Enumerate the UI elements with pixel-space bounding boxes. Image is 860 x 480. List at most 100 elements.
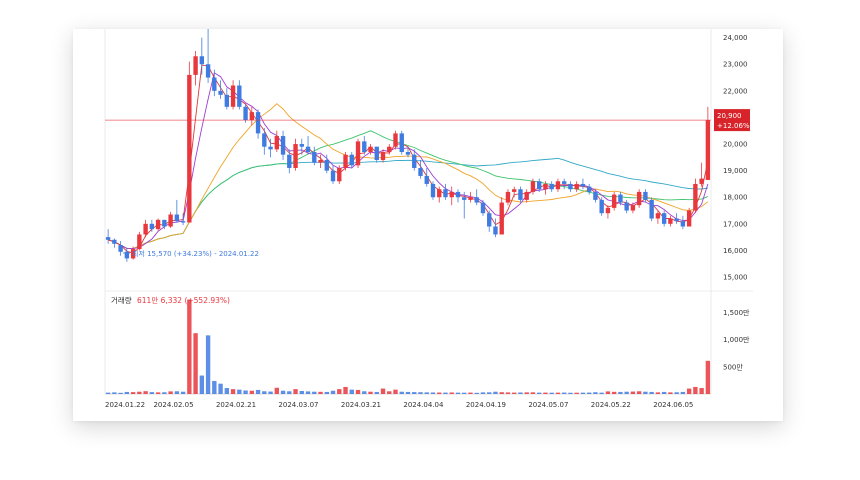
volume-bar xyxy=(524,392,529,394)
candle xyxy=(580,178,586,190)
candle xyxy=(493,218,498,238)
volume-bar xyxy=(624,391,629,394)
candle xyxy=(224,88,230,110)
volume-bar xyxy=(105,392,111,394)
candle xyxy=(268,138,273,158)
candle-body xyxy=(337,167,342,182)
volume-bar xyxy=(412,392,417,394)
volume-bar xyxy=(293,389,298,394)
candle xyxy=(561,178,567,190)
candle-body xyxy=(693,183,698,211)
candle xyxy=(218,80,223,99)
candle xyxy=(524,189,529,203)
volume-bar xyxy=(586,392,592,394)
stock-chart: 24,00023,00022,00021,00020,00019,00018,0… xyxy=(104,29,753,409)
candle-body xyxy=(412,154,417,168)
candle xyxy=(443,183,448,200)
volume-bar xyxy=(430,392,436,394)
candle-body xyxy=(643,191,648,200)
volume-tick-label: 1,500만 xyxy=(723,308,750,317)
volume-bar xyxy=(405,391,411,394)
volume-bar xyxy=(462,392,467,394)
candle xyxy=(368,144,373,155)
candle-body xyxy=(312,152,317,163)
candle-body xyxy=(437,189,442,198)
candle-body xyxy=(280,136,286,155)
volume-bar xyxy=(549,392,554,394)
x-tick-label: 2024.05.07 xyxy=(528,401,568,409)
candle-body xyxy=(655,213,661,219)
candle xyxy=(330,165,336,184)
volume-bar xyxy=(374,391,379,394)
volume-bar xyxy=(555,392,561,394)
candle-body xyxy=(299,144,304,147)
ma120-line xyxy=(107,130,709,250)
candle xyxy=(530,178,536,195)
candle xyxy=(349,152,354,168)
candle-body xyxy=(611,194,617,208)
candle-body xyxy=(187,74,192,223)
current-price-badge: 20,900 +12.06% xyxy=(714,109,750,132)
volume-bar xyxy=(143,391,148,394)
candle-body xyxy=(243,106,248,121)
volume-bar xyxy=(168,391,173,394)
volume-bar xyxy=(268,391,273,394)
volume-bar xyxy=(543,392,548,394)
candle-body xyxy=(661,213,667,224)
y-tick-label: 17,000 xyxy=(723,220,748,228)
volume-bar xyxy=(636,391,642,394)
candle-body xyxy=(493,226,498,235)
candle-body xyxy=(355,141,361,166)
candle xyxy=(549,181,554,192)
volume-bar xyxy=(418,392,423,394)
candle-body xyxy=(193,56,198,75)
candle-body xyxy=(449,191,454,198)
candle-body xyxy=(143,223,148,235)
volume-bar xyxy=(305,391,311,394)
candle-body xyxy=(418,167,423,176)
candle-body xyxy=(380,152,386,160)
candle xyxy=(212,69,217,97)
candle xyxy=(693,178,698,214)
candle-body xyxy=(205,64,211,78)
candle-body xyxy=(162,219,167,227)
volume-bar xyxy=(655,392,661,394)
candle-body xyxy=(424,175,429,184)
candle xyxy=(105,229,111,244)
candle-body xyxy=(574,183,579,190)
candle xyxy=(374,146,379,163)
volume-bar xyxy=(262,391,267,394)
candle-body xyxy=(274,136,279,150)
volume-bar xyxy=(686,388,692,394)
candle-body xyxy=(399,133,404,153)
candle-body xyxy=(174,214,180,222)
volume-bar xyxy=(243,390,248,394)
candle-body xyxy=(262,133,267,147)
candle xyxy=(274,130,279,153)
candle xyxy=(630,202,636,214)
volume-bar xyxy=(224,388,230,394)
volume-bar xyxy=(337,389,342,394)
x-tick-label: 2024.04.04 xyxy=(403,401,444,409)
volume-bar xyxy=(249,390,255,394)
candle-body xyxy=(124,251,130,259)
volume-bar xyxy=(599,392,604,394)
candle-body xyxy=(686,210,692,227)
candle-body xyxy=(593,191,598,200)
candle xyxy=(362,136,367,155)
candle xyxy=(393,130,398,150)
volume-bar xyxy=(180,391,186,394)
volume-bar xyxy=(643,391,648,394)
volume-bar xyxy=(330,390,336,394)
volume-bar xyxy=(118,392,123,394)
volume-bar xyxy=(312,391,317,394)
x-tick-label: 2024.01.22 xyxy=(105,401,145,409)
candle-body xyxy=(480,202,486,214)
volume-bar xyxy=(568,392,573,394)
volume-bar xyxy=(605,391,611,394)
candle-body xyxy=(624,202,629,211)
candle xyxy=(193,50,198,86)
candle xyxy=(611,191,617,211)
candle xyxy=(143,219,148,238)
volume-bar xyxy=(380,388,386,394)
